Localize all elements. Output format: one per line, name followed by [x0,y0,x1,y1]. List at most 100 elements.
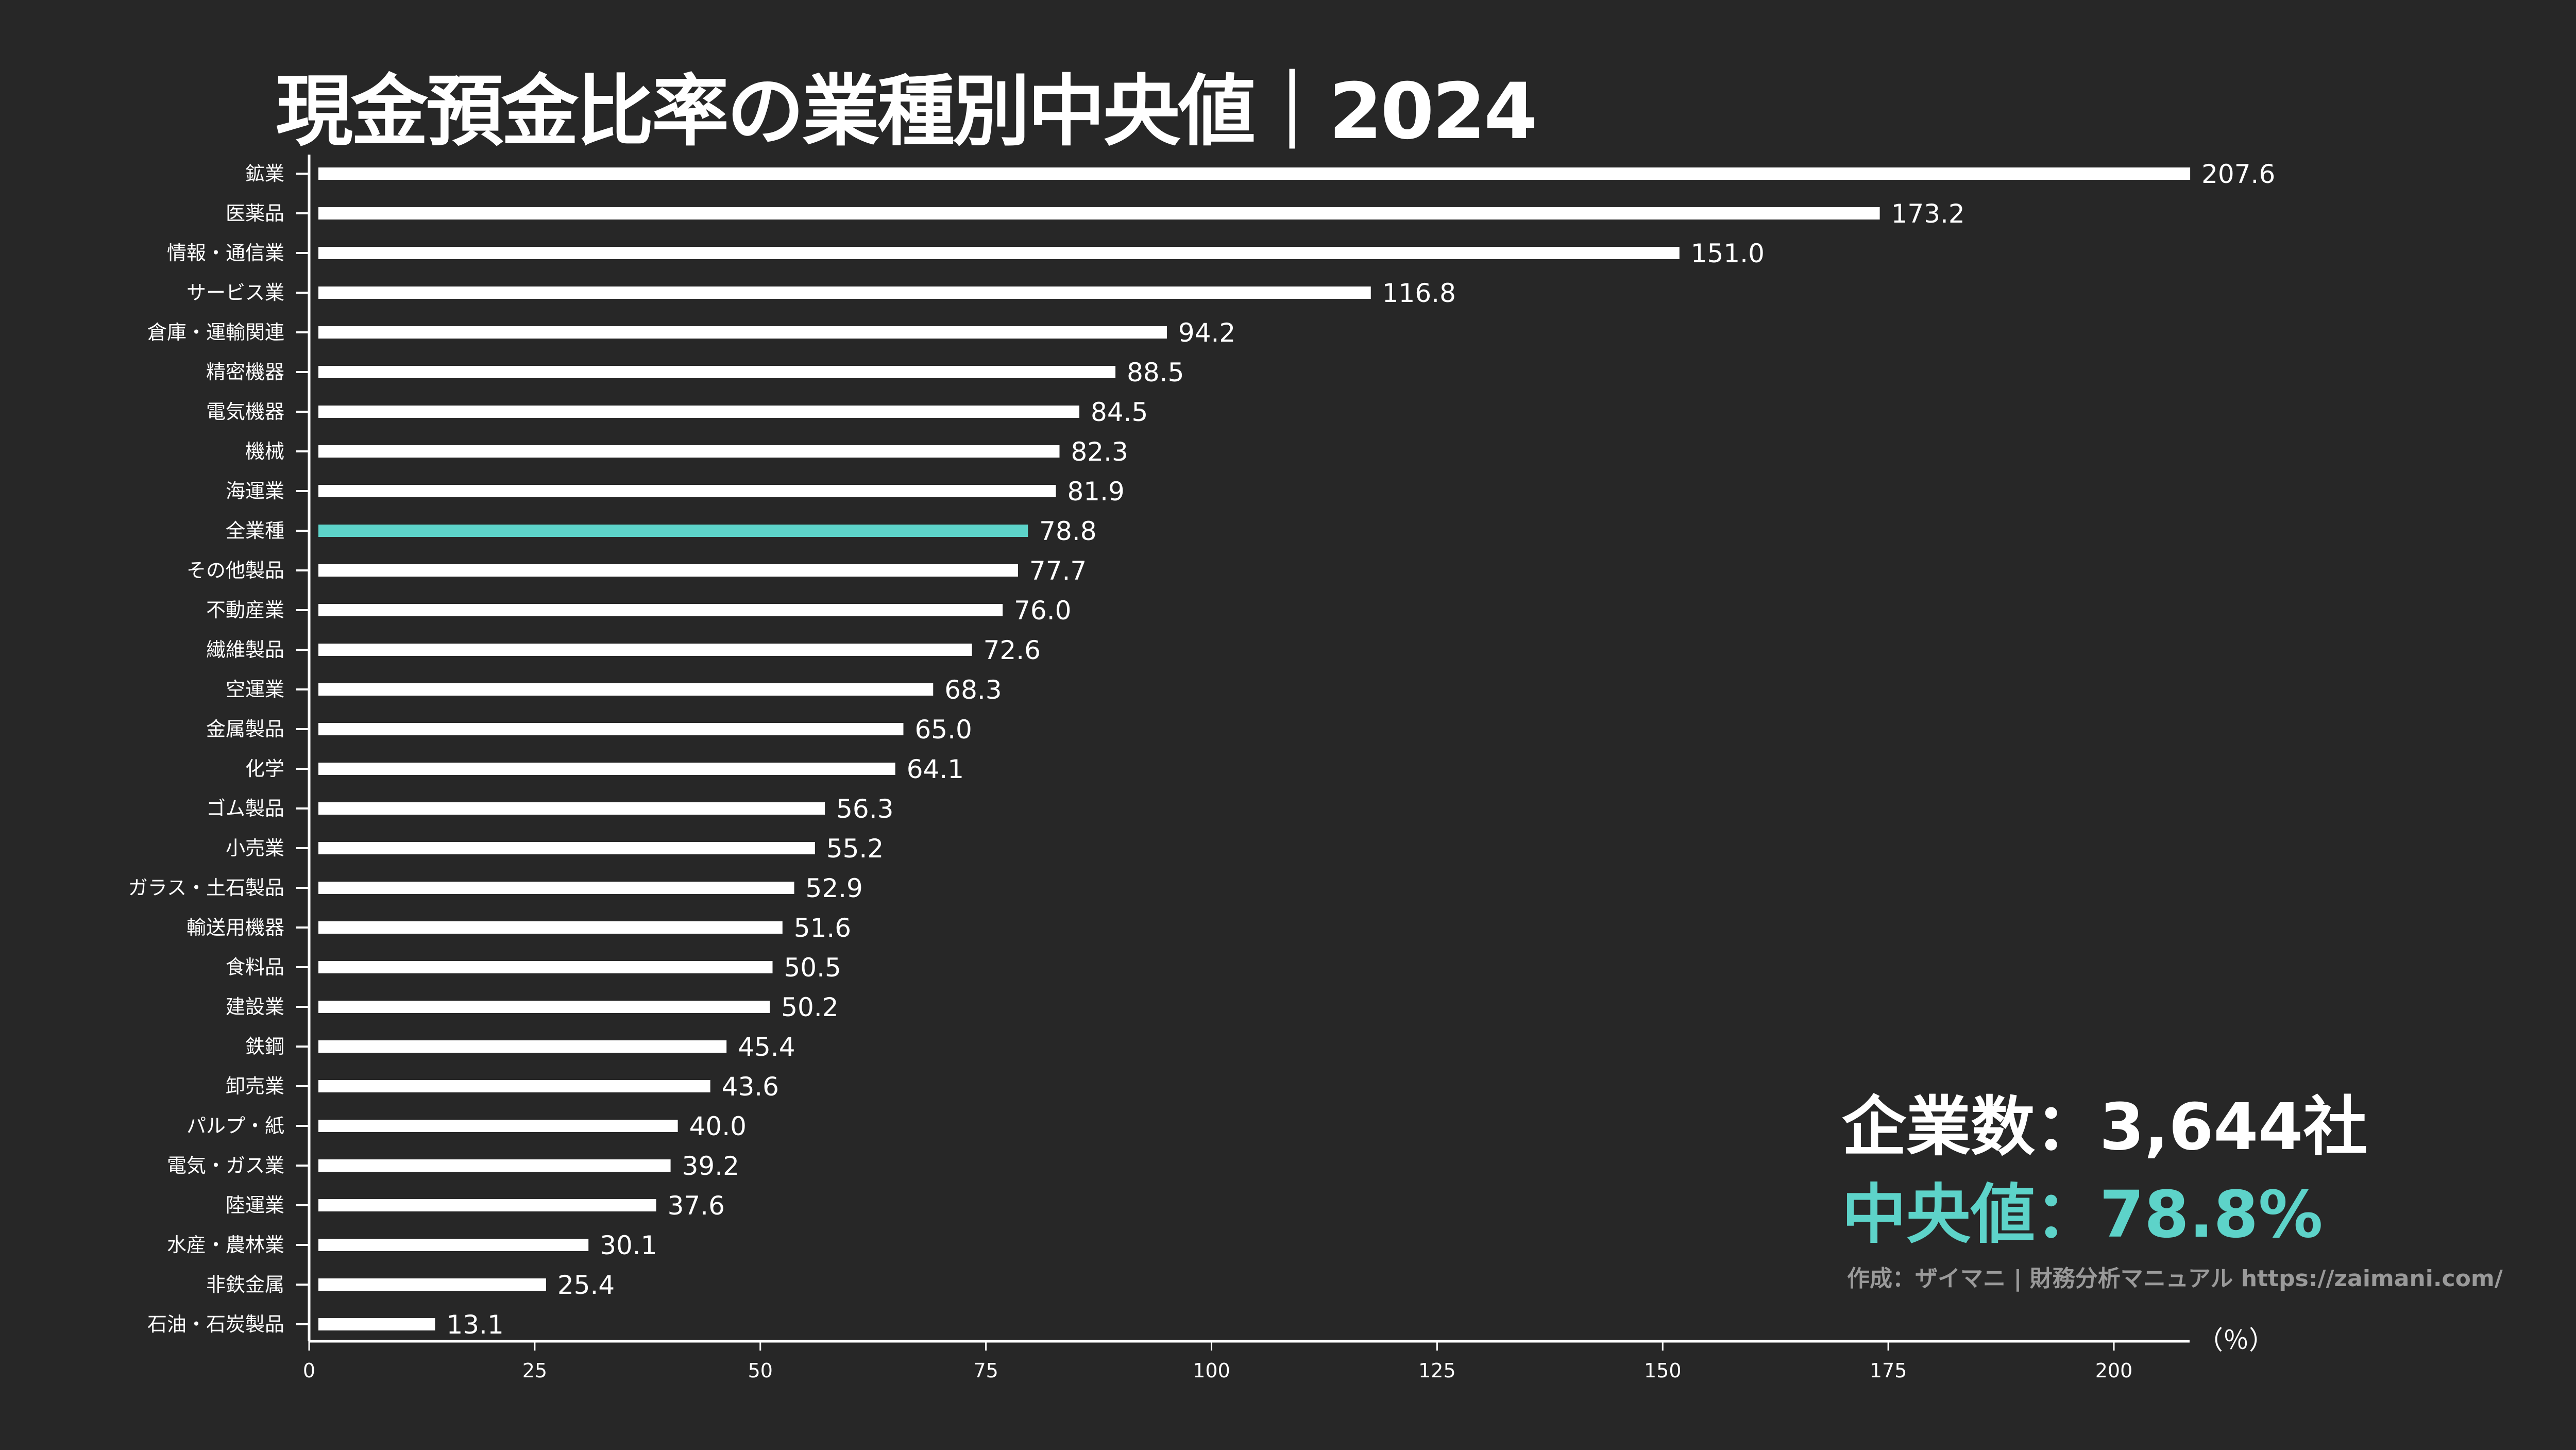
value-label: 77.7 [1029,556,1087,586]
bar [318,604,1003,616]
bar [318,1120,678,1132]
bar [318,1001,770,1013]
median-stat: 中央値：78.8% [1842,1177,2323,1252]
category-label: ゴム製品 [206,797,284,820]
bar [318,247,1680,259]
category-label: 医薬品 [226,202,284,225]
value-label: 72.6 [984,635,1041,665]
category-label: 輸送用機器 [187,916,284,939]
x-tick-label: 75 [973,1359,998,1382]
category-label: 倉庫・運輸関連 [147,321,284,344]
value-label: 81.9 [1067,477,1124,507]
highlight-bar [318,525,1028,537]
category-label: 空運業 [226,678,284,701]
value-label: 39.2 [682,1151,739,1181]
x-tick-label: 200 [2095,1359,2133,1382]
bar [318,1040,727,1053]
category-label: パルプ・紙 [187,1115,284,1137]
x-tick-label: 0 [303,1359,315,1382]
x-tick-label: 50 [748,1359,773,1382]
value-label: 88.5 [1127,358,1184,387]
category-label: 海運業 [226,480,284,502]
category-label: 建設業 [226,996,284,1018]
credit-text: 作成：ザイマニ | 財務分析マニュアル https://zaimani.com/ [1847,1266,2503,1292]
value-label: 37.6 [668,1191,725,1221]
bar [318,406,1080,418]
category-label: 電気機器 [206,400,284,423]
value-label: 64.1 [907,754,964,784]
value-label: 84.5 [1091,397,1148,427]
x-axis-unit-label: （％） [2197,1325,2275,1355]
category-label: 不動産業 [206,599,284,621]
category-label: 陸運業 [226,1194,284,1217]
bar [318,366,1116,378]
bar [318,1318,435,1330]
category-label: 非鉄金属 [206,1273,284,1296]
bar [318,842,815,854]
bar [318,1239,589,1251]
bar [318,802,825,815]
category-label: 鉱業 [245,162,284,185]
value-label: 116.8 [1382,278,1456,308]
category-label: 石油・石炭製品 [147,1313,284,1336]
category-label: 卸売業 [226,1075,284,1098]
bar [318,1199,656,1211]
bar [318,683,934,696]
value-label: 50.2 [781,992,838,1022]
category-label: サービス業 [187,281,284,304]
value-label: 55.2 [826,834,884,864]
bar [318,207,1880,220]
x-tick-label: 25 [522,1359,547,1382]
category-label: 精密機器 [206,361,284,383]
category-label: 食料品 [226,956,284,979]
bar [318,167,2191,180]
x-tick-label: 125 [1418,1359,1456,1382]
bar [318,921,783,934]
bar [318,286,1371,299]
bar [318,1080,710,1092]
value-label: 45.4 [738,1032,795,1062]
category-label: 電気・ガス業 [167,1154,284,1177]
x-tick-label: 175 [1870,1359,1907,1382]
bar [318,961,773,973]
category-label: 鉄鋼 [245,1035,284,1058]
bar [318,882,794,894]
value-label: 40.0 [689,1111,747,1141]
category-label: 水産・農林業 [167,1234,284,1256]
bar [318,445,1060,458]
category-label: ガラス・土石製品 [128,876,284,899]
value-label: 50.5 [784,953,841,983]
bar [318,326,1167,339]
category-label: その他製品 [187,559,284,582]
value-label: 43.6 [722,1072,779,1102]
category-label: 繊維製品 [206,638,284,661]
category-label: 化学 [245,757,284,780]
chart-title: 現金預金比率の業種別中央値｜2024 [276,67,1537,157]
category-label: 機械 [245,440,284,463]
category-label: 全業種 [226,519,284,542]
value-label: 207.6 [2201,159,2275,189]
x-tick-label: 100 [1193,1359,1230,1382]
bar [318,1159,671,1172]
bar [318,564,1018,577]
value-label: 151.0 [1691,239,1765,268]
bar [318,1278,546,1291]
value-label: 78.8 [1039,516,1096,546]
bar [318,485,1056,497]
value-label: 173.2 [1891,199,1965,229]
value-label: 82.3 [1071,437,1128,467]
value-label: 51.6 [794,913,851,943]
bar [318,763,895,775]
value-label: 65.0 [914,715,972,745]
value-label: 68.3 [944,675,1002,705]
category-label: 小売業 [226,837,284,859]
value-label: 56.3 [836,794,893,824]
company-count-stat: 企業数：3,644社 [1842,1090,2368,1165]
value-label: 76.0 [1014,596,1071,626]
category-label: 金属製品 [206,718,284,740]
value-label: 25.4 [557,1270,615,1300]
bar [318,723,904,735]
value-label: 30.1 [600,1230,657,1260]
value-label: 52.9 [806,873,863,903]
